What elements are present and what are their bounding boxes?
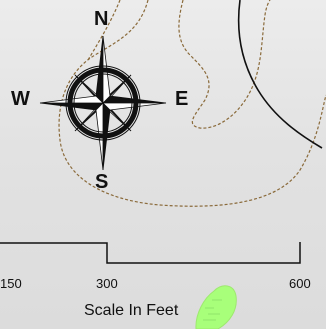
road-line (237, 0, 323, 149)
vegetation-patch (195, 285, 237, 329)
compass-south-label: S (95, 171, 109, 193)
scale-tick-label: 300 (96, 276, 118, 291)
compass-west-label: W (11, 88, 30, 110)
scale-tick-label: 150 (0, 276, 22, 291)
compass-north-label: N (94, 8, 109, 30)
compass-rose-icon (39, 35, 167, 171)
scale-bar (0, 242, 301, 264)
scale-title: Scale In Feet (84, 302, 179, 319)
scale-tick-label: 600 (289, 276, 311, 291)
compass-east-label: E (175, 88, 189, 110)
contour-line-inner (178, 0, 271, 129)
contour-line-outer (58, 0, 326, 207)
contour-line-left (87, 0, 121, 61)
